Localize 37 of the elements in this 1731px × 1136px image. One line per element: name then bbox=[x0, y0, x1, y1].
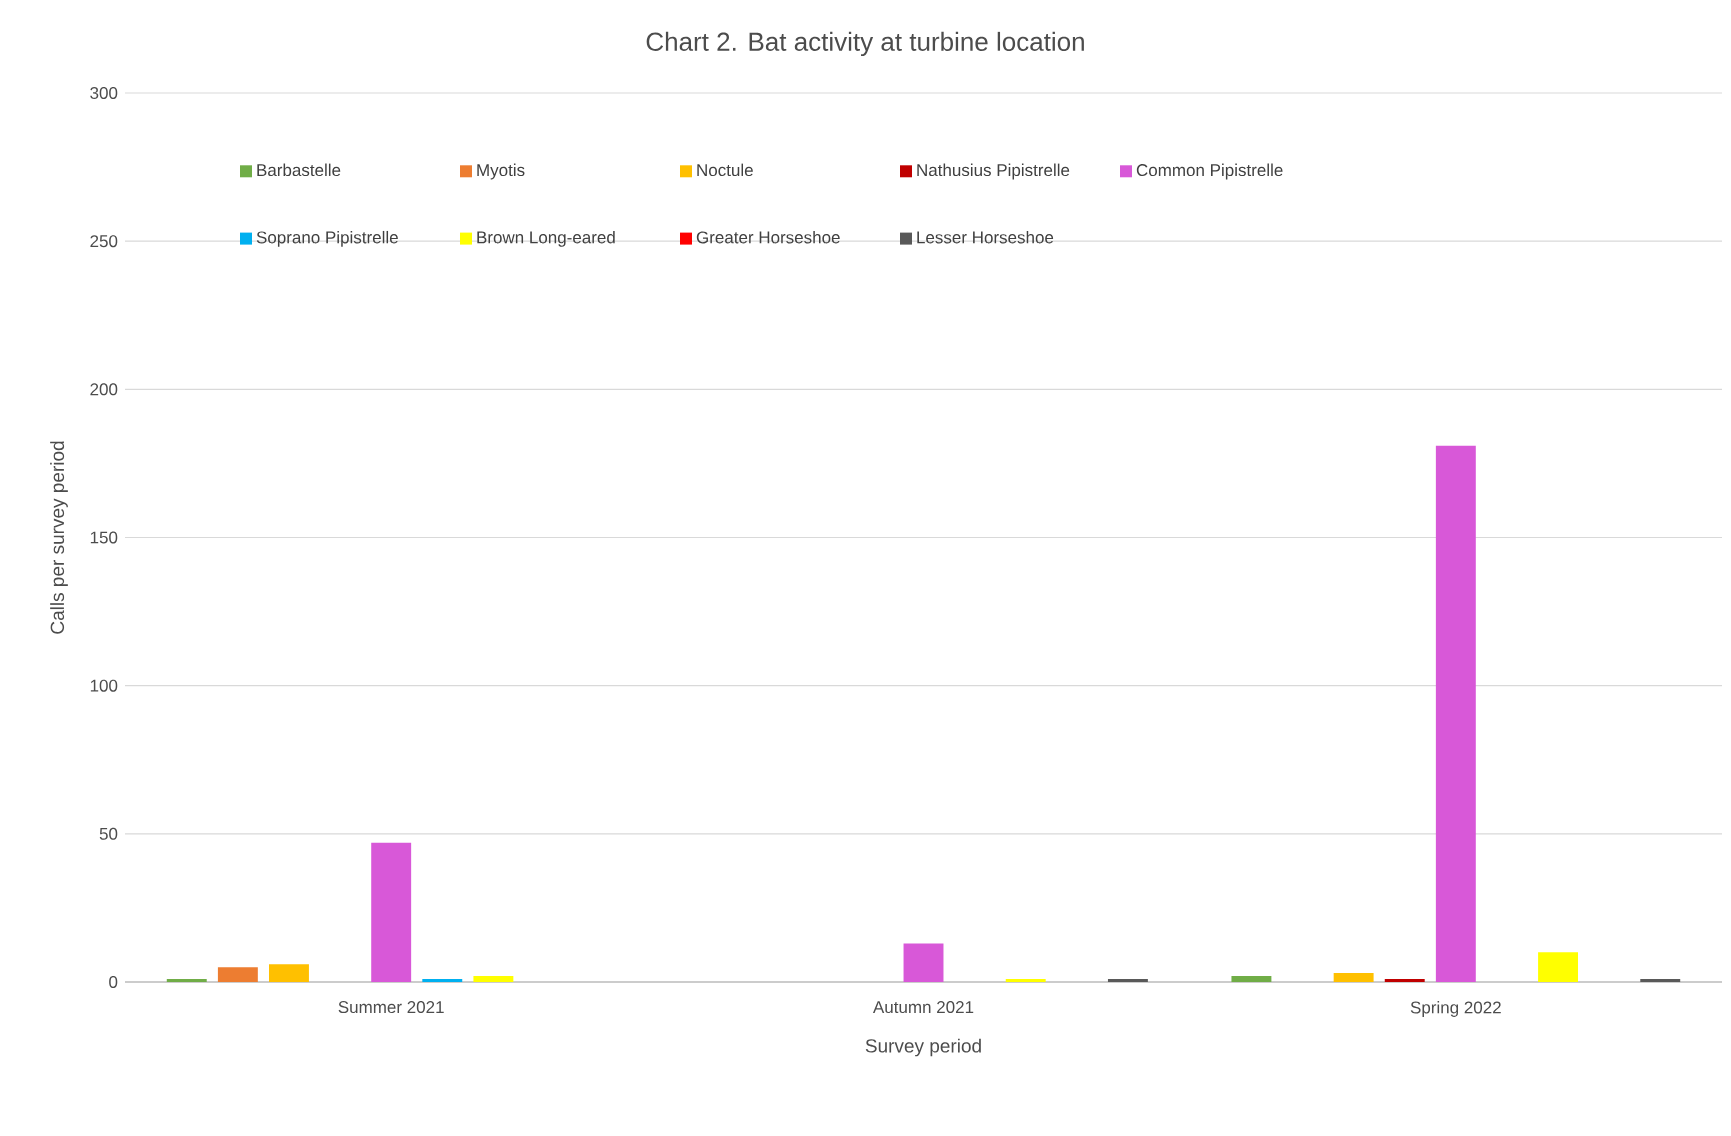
bar bbox=[1384, 979, 1425, 982]
chart-title: Chart 2. Bat activity at turbine location bbox=[646, 31, 1084, 57]
bar bbox=[269, 964, 309, 982]
y-tick-label: 200 bbox=[90, 383, 118, 396]
legend-label: Barbastelle bbox=[257, 163, 341, 177]
y-axis-title: Calls per survey period bbox=[50, 441, 68, 634]
bar bbox=[1231, 976, 1272, 982]
legend-label: Nathusius Pipistrelle bbox=[917, 163, 1070, 180]
bar bbox=[422, 979, 463, 982]
x-tick-label: Autumn 2021 bbox=[872, 1001, 974, 1014]
legend-label: Noctule bbox=[697, 163, 753, 177]
legend-label: Myotis bbox=[477, 163, 525, 180]
y-tick-label: 300 bbox=[90, 86, 118, 99]
bar bbox=[1538, 952, 1578, 982]
y-tick-label: 0 bbox=[109, 975, 118, 988]
x-tick-label: Spring 2022 bbox=[1410, 1001, 1501, 1017]
bar bbox=[217, 967, 258, 982]
x-axis-title: Survey period bbox=[865, 1038, 981, 1057]
bar bbox=[1435, 445, 1476, 982]
bar bbox=[1333, 973, 1374, 982]
bar bbox=[1107, 979, 1148, 982]
y-tick-label: 250 bbox=[90, 235, 118, 248]
legend-label: Soprano Pipistrelle bbox=[256, 230, 398, 247]
bar bbox=[1005, 979, 1046, 982]
bar bbox=[1640, 979, 1681, 982]
bar bbox=[473, 976, 514, 982]
y-tick-label: 100 bbox=[90, 679, 118, 692]
legend-label: Common Pipistrelle bbox=[1136, 163, 1283, 180]
x-tick-label: Summer 2021 bbox=[338, 1001, 444, 1014]
legend-label: Greater Horseshoe bbox=[696, 230, 840, 244]
bar bbox=[903, 943, 944, 982]
bar bbox=[371, 842, 412, 982]
legend-label: Brown Long-eared bbox=[477, 230, 615, 247]
y-tick-label: 150 bbox=[90, 531, 118, 544]
y-tick-label: 50 bbox=[99, 827, 118, 840]
legend-label: Lesser Horseshoe bbox=[917, 230, 1054, 244]
bar bbox=[166, 979, 207, 982]
